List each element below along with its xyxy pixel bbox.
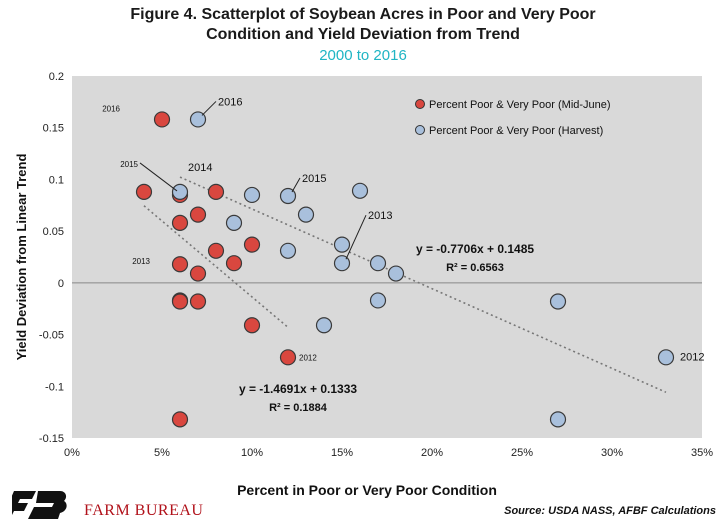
point-annotation: 2016: [218, 96, 242, 108]
point-annotation: 2015: [120, 160, 138, 169]
trendline-r2: R² = 0.6563: [446, 262, 504, 274]
farm-bureau-logo-icon: [12, 491, 67, 519]
y-tick-label: 0.2: [49, 71, 64, 83]
point-harvest: [369, 292, 387, 309]
chart-title-line2: Condition and Yield Deviation from Trend: [206, 26, 520, 43]
annotation-leader: [201, 101, 217, 116]
source-note: Source: USDA NASS, AFBF Calculations: [504, 505, 716, 517]
legend-label: Percent Poor & Very Poor (Harvest): [429, 125, 603, 137]
point-mid-june: [207, 183, 225, 200]
point-harvest: [549, 293, 567, 310]
point-mid-june: [189, 206, 207, 223]
point-harvest: [657, 349, 675, 366]
x-tick-label: 30%: [601, 447, 623, 459]
x-axis-title: Percent in Poor or Very Poor Condition: [237, 482, 497, 498]
y-tick-label: 0.15: [43, 123, 64, 135]
annotation-leader: [345, 214, 367, 260]
trendline: [179, 176, 667, 394]
y-tick-label: 0.05: [43, 226, 64, 238]
y-tick-label: 0.1: [49, 174, 64, 186]
annotation-leader: [139, 162, 178, 192]
point-mid-june: [153, 111, 171, 128]
point-mid-june: [171, 293, 189, 310]
x-tick-label: 5%: [154, 447, 170, 459]
trendline-equation: y = -0.7706x + 0.1485: [416, 242, 534, 256]
trendline-equation: y = -1.4691x + 0.1333: [239, 382, 357, 396]
y-tick-label: -0.15: [39, 433, 64, 445]
point-harvest: [549, 411, 567, 428]
brand-name: FARM BUREAU: [84, 502, 204, 519]
point-harvest: [369, 255, 387, 272]
legend-label: Percent Poor & Very Poor (Mid-June): [429, 99, 611, 111]
trendline: [143, 205, 289, 328]
point-annotation: 2013: [368, 210, 392, 222]
point-mid-june: [207, 242, 225, 259]
chart-title-line1: Figure 4. Scatterplot of Soybean Acres i…: [130, 6, 596, 23]
plot-area: [72, 76, 702, 438]
point-annotation: 2016: [102, 104, 120, 113]
x-tick-label: 15%: [331, 447, 353, 459]
point-harvest: [171, 183, 189, 200]
point-harvest: [387, 265, 405, 282]
point-mid-june: [189, 265, 207, 282]
x-tick-label: 0%: [64, 447, 80, 459]
x-tick-label: 25%: [511, 447, 533, 459]
annotation-leader: [291, 177, 301, 193]
x-tick-label: 35%: [691, 447, 713, 459]
point-harvest: [189, 111, 207, 128]
legend-marker: [415, 99, 425, 109]
point-mid-june: [279, 349, 297, 366]
point-mid-june: [135, 183, 153, 200]
point-annotation: 2012: [680, 351, 704, 363]
x-tick-label: 20%: [421, 447, 443, 459]
point-annotation: 2013: [132, 257, 150, 266]
point-annotation: 2014: [188, 162, 212, 174]
y-tick-label: -0.1: [45, 381, 64, 393]
point-harvest: [351, 182, 369, 199]
trendline-r2: R² = 0.1884: [269, 402, 328, 414]
point-annotation: 2012: [299, 353, 317, 362]
point-mid-june: [171, 256, 189, 273]
point-mid-june: [225, 255, 243, 272]
point-harvest: [297, 206, 315, 223]
chart-subtitle: 2000 to 2016: [319, 47, 407, 64]
point-mid-june: [189, 293, 207, 310]
x-tick-label: 10%: [241, 447, 263, 459]
point-mid-june: [171, 214, 189, 231]
point-harvest: [225, 214, 243, 231]
point-harvest: [333, 255, 351, 272]
y-tick-label: -0.05: [39, 330, 64, 342]
point-mid-june: [243, 236, 261, 253]
point-mid-june: [243, 317, 261, 334]
point-harvest: [315, 317, 333, 334]
point-harvest: [279, 187, 297, 205]
point-harvest: [333, 236, 351, 253]
point-annotation: 2015: [302, 173, 326, 185]
y-tick-label: 0: [58, 278, 64, 290]
y-axis-title: Yield Deviation from Linear Trend: [14, 154, 29, 361]
point-harvest: [279, 242, 297, 259]
point-mid-june: [171, 411, 189, 428]
point-harvest: [243, 186, 261, 204]
legend-marker: [415, 125, 425, 135]
